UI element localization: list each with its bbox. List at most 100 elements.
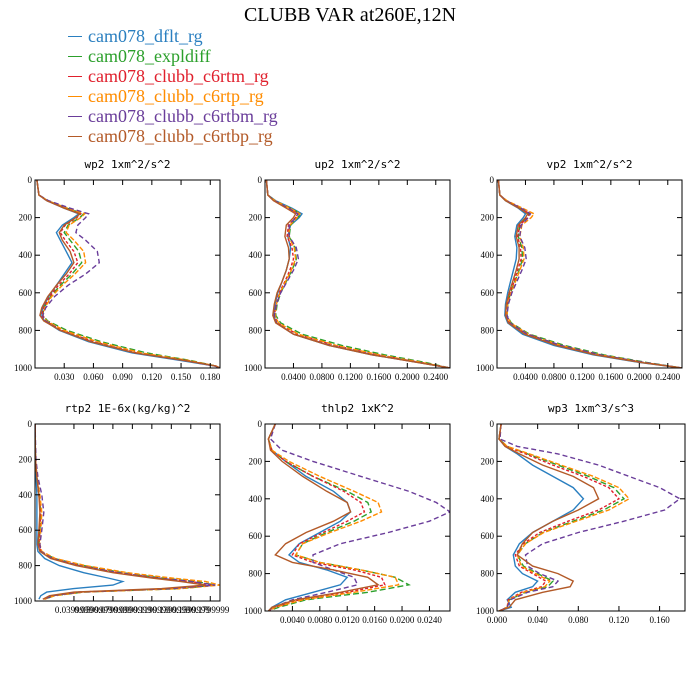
series-line [35, 424, 206, 600]
y-tick-label: 1000 [14, 596, 33, 606]
x-tick-label: 0.0400 [281, 372, 306, 382]
series-line [497, 180, 682, 368]
x-tick-label: 0.000 [487, 615, 508, 625]
x-tick-label: 0.2400 [655, 372, 680, 382]
x-tick-label: 0.0080 [307, 615, 332, 625]
panel-title: thlp2 1xK^2 [321, 402, 394, 415]
y-tick-label: 200 [19, 213, 33, 223]
x-tick-label: 0.0120 [335, 615, 360, 625]
series-line [498, 424, 621, 611]
panel: up2 1xm^2/s^2 0 200 400 600 800 1000 0.0400 0.08… [244, 158, 451, 382]
y-tick-label: 200 [19, 454, 33, 464]
y-tick-label: 0 [490, 419, 495, 429]
y-tick-label: 400 [249, 494, 263, 504]
x-tick-label: 0.2400 [423, 372, 448, 382]
y-tick-label: 800 [249, 569, 263, 579]
x-tick-label: 0.080 [568, 615, 589, 625]
x-tick-label: 0.150 [171, 372, 192, 382]
series-line [36, 180, 220, 368]
plot-frame [264, 179, 451, 369]
legend-label: cam078_clubb_c6rtp_rg [88, 86, 264, 106]
series-line [35, 424, 126, 600]
y-tick-label: 0 [28, 419, 33, 429]
y-tick-label: 800 [19, 561, 33, 571]
panel-title: vp2 1xm^2/s^2 [546, 158, 632, 171]
y-tick-label: 400 [19, 490, 33, 500]
y-tick-label: 400 [249, 250, 263, 260]
y-tick-label: 800 [19, 325, 33, 335]
x-tick-label: 0.090 [113, 372, 134, 382]
y-tick-label: 200 [249, 213, 263, 223]
series-line [265, 180, 450, 368]
y-tick-label: 1000 [476, 606, 495, 616]
x-tick-label: 0.060 [83, 372, 104, 382]
main-title: CLUBB VAR at260E,12N [243, 4, 457, 26]
series-line [497, 180, 682, 368]
panel-title: up2 1xm^2/s^2 [314, 158, 400, 171]
plot-frame [34, 179, 221, 369]
series-line [497, 180, 682, 368]
legend-label: cam078_expldiff [88, 46, 211, 66]
x-tick-label: 0.2000 [627, 372, 652, 382]
series-line [265, 180, 450, 368]
series-line [498, 424, 585, 611]
legend-line-swatch [68, 96, 82, 97]
panel-title: wp3 1xm^3/s^3 [548, 402, 634, 415]
x-tick-label: 0.0240 [417, 615, 442, 625]
series-line [497, 180, 682, 368]
x-tick-label: 0.0400 [513, 372, 538, 382]
y-tick-label: 0 [28, 175, 33, 185]
legend-line-swatch [68, 76, 82, 77]
x-tick-label: 0.0040 [280, 615, 305, 625]
legend-label: cam078_clubb_c6rtbm_rg [88, 106, 278, 126]
series-line [267, 424, 386, 611]
plot-frame [496, 423, 686, 612]
plot-frame [264, 423, 451, 612]
x-tick-label: 0.0599999 [74, 605, 113, 615]
x-tick-label: 0.120 [609, 615, 630, 625]
x-tick-label: 0.0800 [310, 372, 335, 382]
y-tick-label: 200 [481, 213, 495, 223]
x-tick-label: 0.2000 [395, 372, 420, 382]
y-tick-label: 1000 [244, 606, 263, 616]
y-tick-label: 600 [249, 531, 263, 541]
series-line [265, 180, 450, 368]
legend-line-swatch [68, 56, 82, 57]
x-tick-label: 0.1200 [338, 372, 363, 382]
y-tick-label: 0 [258, 419, 263, 429]
series-line [35, 424, 213, 600]
y-tick-label: 200 [481, 456, 495, 466]
y-tick-label: 1000 [244, 363, 263, 373]
x-tick-label: 0.1599999 [172, 605, 211, 615]
x-tick-label: 0.040 [528, 615, 549, 625]
legend-label: cam078_dflt_rg [88, 26, 203, 46]
x-tick-label: 0.1600 [366, 372, 391, 382]
x-tick-label: 0.1399999 [152, 605, 191, 615]
series-line [265, 180, 450, 368]
x-tick-label: 0.1200 [570, 372, 595, 382]
y-tick-label: 400 [19, 250, 33, 260]
plot-frame [34, 423, 221, 602]
series-line [267, 424, 400, 611]
y-tick-label: 200 [249, 456, 263, 466]
y-tick-label: 1000 [14, 363, 33, 373]
y-tick-label: 1000 [476, 363, 495, 373]
y-tick-label: 800 [249, 325, 263, 335]
legend-line-swatch [68, 116, 82, 117]
series-line [267, 424, 411, 611]
y-tick-label: 800 [481, 325, 495, 335]
panel-title: rtp2 1E-6x(kg/kg)^2 [65, 402, 191, 415]
panel: thlp2 1xK^2 0 200 400 600 800 1000 0.0040 0.0080… [244, 402, 451, 625]
series-line [497, 180, 682, 368]
series-line [265, 180, 450, 368]
series-line [498, 424, 682, 611]
y-tick-label: 800 [481, 569, 495, 579]
y-tick-label: 600 [481, 531, 495, 541]
series-line [498, 424, 631, 611]
panel: rtp2 1E-6x(kg/kg)^2 0 200 400 600 800 1000 0.03… [14, 402, 230, 615]
legend-label: cam078_clubb_c6rtm_rg [88, 66, 269, 86]
series-line [498, 424, 600, 611]
series-line [497, 180, 682, 368]
legend-line-swatch [68, 136, 82, 137]
